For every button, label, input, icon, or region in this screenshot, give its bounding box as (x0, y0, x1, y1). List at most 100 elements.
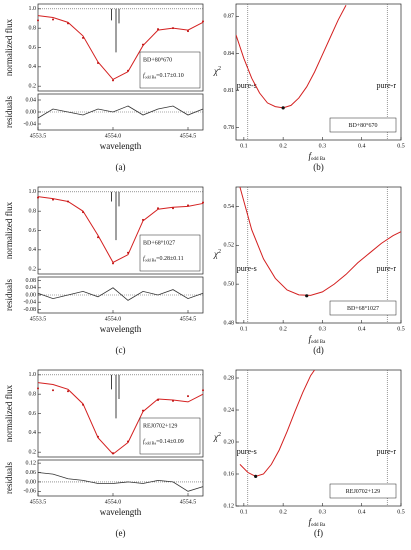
f-number: =0.17±0.10 (156, 73, 184, 79)
x-tick-label: 4554.0 (105, 499, 122, 505)
observed-point (127, 440, 129, 443)
res-y-tick-label: -0.08 (24, 307, 37, 313)
annotation-box (139, 234, 201, 272)
y-tick-label: 0.54 (224, 204, 235, 210)
model-line (37, 382, 204, 455)
residual-line (37, 105, 204, 119)
plot-frame (235, 369, 402, 507)
y-axis-label: normalized flux (4, 201, 14, 259)
x-tick-label: 4553.5 (30, 499, 47, 505)
f-symbol: f (309, 334, 313, 344)
observed-point (112, 262, 114, 265)
y-tick-label: 0.8 (29, 26, 37, 32)
observed-point (82, 36, 84, 39)
caption: (d) (313, 345, 324, 355)
f-subscript: odd Ba (311, 157, 326, 162)
observed-point (37, 387, 39, 390)
pure-label: pure-r (376, 264, 396, 273)
observed-point (97, 435, 99, 438)
y-axis-label: normalized flux (4, 18, 14, 76)
y-tick-label: 0.6 (29, 45, 37, 51)
res-y-tick-label: 0.00 (26, 479, 37, 485)
x-axis-label: wavelength (100, 324, 142, 334)
y-tick-label: 0.8 (29, 392, 37, 398)
x-tick-label: 0.3 (319, 143, 327, 149)
x-tick-label: 4554.0 (105, 133, 122, 139)
y-tick-label: 0.8 (29, 209, 37, 215)
observed-point (67, 22, 69, 25)
f-symbol: f (143, 72, 146, 79)
pure-label: pure-s (237, 447, 257, 456)
y-axis-label: χ2 (213, 66, 221, 76)
observed-point (52, 18, 54, 21)
res-y-tick-label: -0.04 (24, 121, 37, 127)
x-tick-label: 0.5 (397, 143, 405, 149)
x-tick-label: 4554.5 (180, 133, 197, 139)
x-axis-label: wavelength (100, 507, 142, 517)
observed-point (187, 204, 189, 207)
observed-point (37, 196, 39, 199)
star-name: BD+68°1027 (143, 239, 175, 246)
observed-point (127, 251, 129, 254)
y-tick-label: 0.52 (224, 243, 235, 249)
caption: (b) (313, 162, 324, 172)
x-tick-label: 4553.5 (30, 316, 47, 322)
model-line (37, 15, 204, 81)
chi-symbol: χ (213, 432, 219, 442)
f-number: =0.28±0.11 (156, 256, 183, 262)
observed-point (202, 389, 204, 392)
res-y-tick-label: 0.04 (26, 97, 37, 103)
chi-symbol: χ (213, 66, 219, 76)
x-tick-label: 0.2 (279, 326, 287, 332)
res-y-tick-label: 0.06 (26, 470, 37, 476)
y-axis-label: χ2 (213, 432, 221, 442)
f-subscript: odd Ba (145, 440, 157, 445)
plot-frame (235, 186, 402, 324)
x-tick-label: 4554.0 (105, 316, 122, 322)
x-tick-label: 0.5 (397, 509, 405, 515)
observed-point (52, 198, 54, 201)
observed-point (127, 69, 129, 72)
observed-point (202, 201, 204, 204)
star-box (329, 483, 397, 499)
res-y-tick-label: -0.06 (24, 489, 37, 495)
plot-frame (235, 3, 402, 141)
x-tick-label: 0.2 (279, 143, 287, 149)
x-tick-label: 0.3 (319, 326, 327, 332)
caption: (c) (116, 345, 126, 355)
observed-point (157, 207, 159, 210)
y-tick-label: 0.81 (224, 88, 235, 94)
y-tick-label: 0.6 (29, 228, 37, 234)
res-axis-label: residuals (4, 96, 14, 128)
pure-label: pure-s (237, 81, 257, 90)
x-axis-label: fodd Ba (309, 517, 327, 528)
f-subscript: odd Ba (145, 74, 157, 79)
f-symbol: f (143, 255, 146, 262)
panel: 0.2 0.4 0.6 0.8 1.0 -0.08-0.04 0.000.040.08 455… (4, 186, 204, 355)
y-tick-label: 0.16 (224, 471, 235, 477)
annotation-box (139, 417, 201, 455)
f-subscript: odd Ba (311, 523, 326, 528)
y-tick-label: 1.0 (29, 189, 37, 195)
chi-superscript: 2 (218, 66, 221, 72)
y-tick-label: 0.48 (224, 320, 235, 326)
plot-frame (37, 459, 204, 497)
res-y-tick-label: 0.04 (26, 285, 37, 291)
residual-line (37, 472, 204, 492)
x-tick-label: 4553.5 (30, 133, 47, 139)
f-symbol: f (309, 517, 313, 527)
star-name: BD+80°670 (143, 56, 172, 63)
observed-point (97, 61, 99, 64)
y-tick-label: 0.87 (224, 14, 235, 20)
observed-point (82, 403, 84, 406)
model-line (37, 196, 204, 264)
pure-label: pure-r (376, 447, 396, 456)
star-box (329, 300, 397, 316)
panel: 0.48 0.50 0.52 0.54 0.1 0.2 0.3 0.4 0.5 χ2 fodd Ba… (213, 186, 405, 355)
y-tick-label: 0.6 (29, 411, 37, 417)
residual-line (37, 287, 204, 301)
x-axis-label: fodd Ba (309, 334, 327, 345)
observed-point (37, 19, 39, 22)
f-subscript: odd Ba (145, 257, 157, 262)
